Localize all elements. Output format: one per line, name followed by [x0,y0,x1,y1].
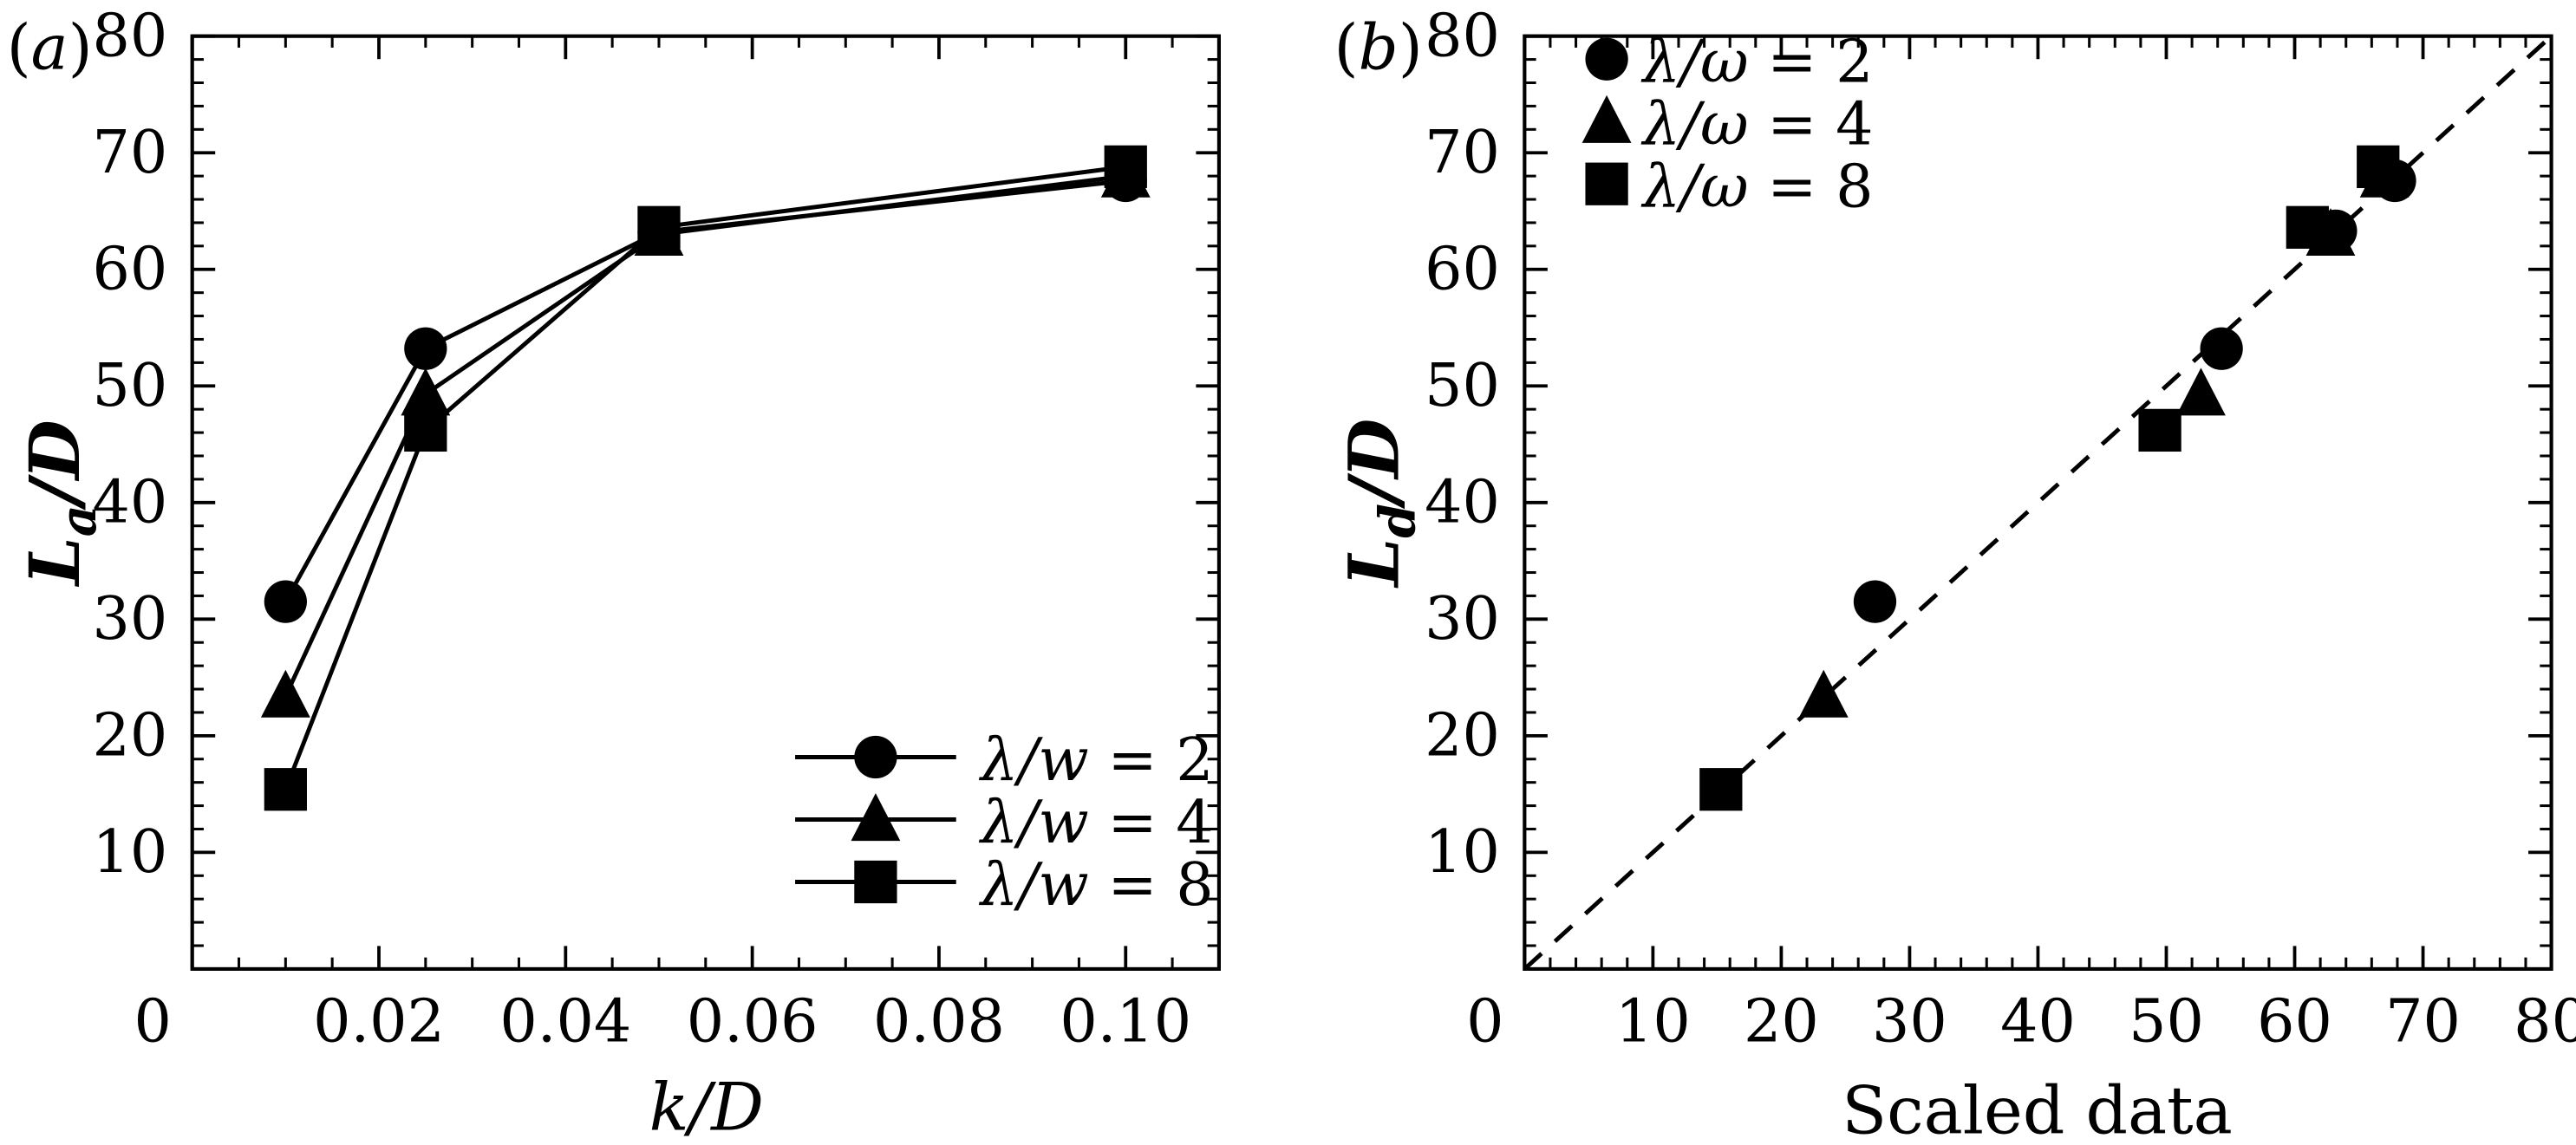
y-tick-label: 50 [1425,352,1500,420]
data-point-square [637,205,681,249]
data-point-square [1104,145,1147,188]
legend-marker-triangle [1581,94,1632,143]
legend-marker-square [1585,162,1628,205]
data-point-square [264,768,307,811]
legend-label: λ/ω = 2 [1640,29,1874,97]
y-tick-label: 30 [92,585,167,654]
y-axis-title: La/D [14,420,108,587]
tick-marks [190,34,1219,969]
legend: λ/w = 2λ/w = 4λ/w = 8 [795,726,1214,920]
panel-label: (a) [7,11,93,84]
series-square [264,145,1147,811]
legend-marker-circle [1585,37,1628,81]
series-line [284,179,1126,603]
legend-marker-circle [854,735,897,779]
y-tick-label: 40 [1425,469,1500,537]
x-tick-label: 10 [1615,987,1691,1056]
x-tick-label: 70 [2385,987,2461,1056]
x-tick-label: 60 [2257,987,2332,1056]
x-axis-title: k/D [649,1070,764,1145]
x-tick-label: 0.08 [873,987,1005,1056]
series-square [1699,145,2400,811]
legend-label: λ/w = 4 [978,789,1213,857]
data-point-circle [1853,580,1897,623]
data-point-triangle [1798,669,1849,718]
x-axis-title: Scaled data [1842,1072,2233,1145]
panel-label: (b) [1334,11,1423,84]
series-line [284,164,1126,790]
panel-b-scatter-chart: 010203040506070801020304050607080(b)Scal… [1333,2,2576,1145]
legend-marker-triangle [851,793,901,842]
x-tick-label: 0 [1466,987,1503,1056]
y-tick-label: 70 [92,119,167,187]
legend-label: λ/w = 8 [978,851,1213,920]
y-tick-label: 30 [1425,585,1500,654]
y-tick-label: 10 [1425,818,1500,887]
x-tick-label: 0.02 [313,987,445,1056]
data-point-square [2357,145,2400,188]
legend-marker-square [854,860,897,904]
x-tick-label: 40 [2000,987,2076,1056]
x-tick-label: 20 [1744,987,1819,1056]
y-tick-label: 20 [1425,702,1500,771]
x-tick-label: 0.04 [499,987,631,1056]
x-tick-label: 80 [2514,987,2576,1056]
data-point-triangle [2176,368,2226,416]
data-point-square [2286,205,2329,249]
y-tick-label: 60 [1425,235,1500,303]
x-tick-label: 0 [134,987,172,1056]
data-point-circle [404,327,447,370]
x-tick-label: 30 [1872,987,1947,1056]
legend-label: λ/ω = 8 [1640,153,1874,222]
data-point-square [404,408,447,452]
x-tick-label: 50 [2129,987,2204,1056]
data-point-circle [2200,327,2243,370]
series-triangle [260,149,1151,718]
panel-a-line-chart: 0 0.02 0.04 0.06 0.08 0.10 10 20 30 40 50 60 70 80(a)… [7,2,1222,1145]
y-tick-label: 80 [1425,2,1500,70]
data-point-circle [264,580,307,623]
y-tick-label: 50 [92,352,167,420]
data-point-square [2138,408,2181,452]
legend: λ/ω = 2λ/ω = 4λ/ω = 8 [1581,29,1874,222]
y-axis-title: Ld/D [1333,419,1426,589]
y-tick-label: 40 [92,469,167,537]
legend-label: λ/ω = 4 [1640,91,1874,159]
y-tick-label: 20 [92,702,167,771]
y-tick-label: 60 [92,235,167,303]
y-tick-label: 70 [1425,119,1500,187]
x-tick-label: 0.06 [687,987,818,1056]
y-tick-label: 80 [92,2,167,70]
x-tick-label: 0.10 [1060,987,1191,1056]
y-tick-label: 10 [92,818,167,887]
series-line [284,173,1126,698]
data-point-triangle [401,368,451,416]
data-point-square [1699,768,1743,811]
tick-marks [1523,34,2553,969]
data-point-triangle [260,669,310,718]
legend-label: λ/w = 2 [978,726,1213,795]
